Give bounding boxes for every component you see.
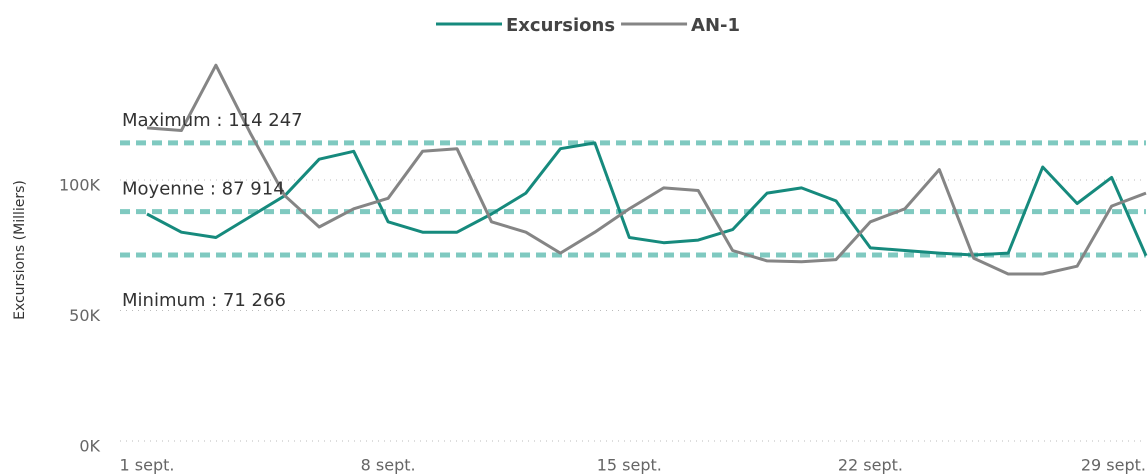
series-line	[146, 141, 1148, 257]
legend-label: AN-1	[691, 15, 740, 36]
x-tick-label: 29 sept.	[1081, 456, 1146, 475]
x-tick-label: 8 sept.	[361, 456, 416, 475]
y-tick-label: 50K	[69, 306, 100, 325]
y-axis-label: Excursions (Milliers)	[12, 180, 28, 320]
reference-label: Moyenne : 87 914	[122, 179, 285, 200]
y-tick-label: 0K	[79, 437, 100, 456]
y-tick-label: 100K	[59, 176, 101, 195]
x-tick-label: 22 sept.	[838, 456, 903, 475]
x-tick-label: 15 sept.	[597, 456, 662, 475]
series-line	[146, 63, 1147, 276]
reference-label: Maximum : 114 247	[122, 110, 303, 131]
legend-label: Excursions	[506, 15, 615, 36]
reference-label: Minimum : 71 266	[122, 290, 286, 311]
x-tick-label: 1 sept.	[120, 456, 175, 475]
